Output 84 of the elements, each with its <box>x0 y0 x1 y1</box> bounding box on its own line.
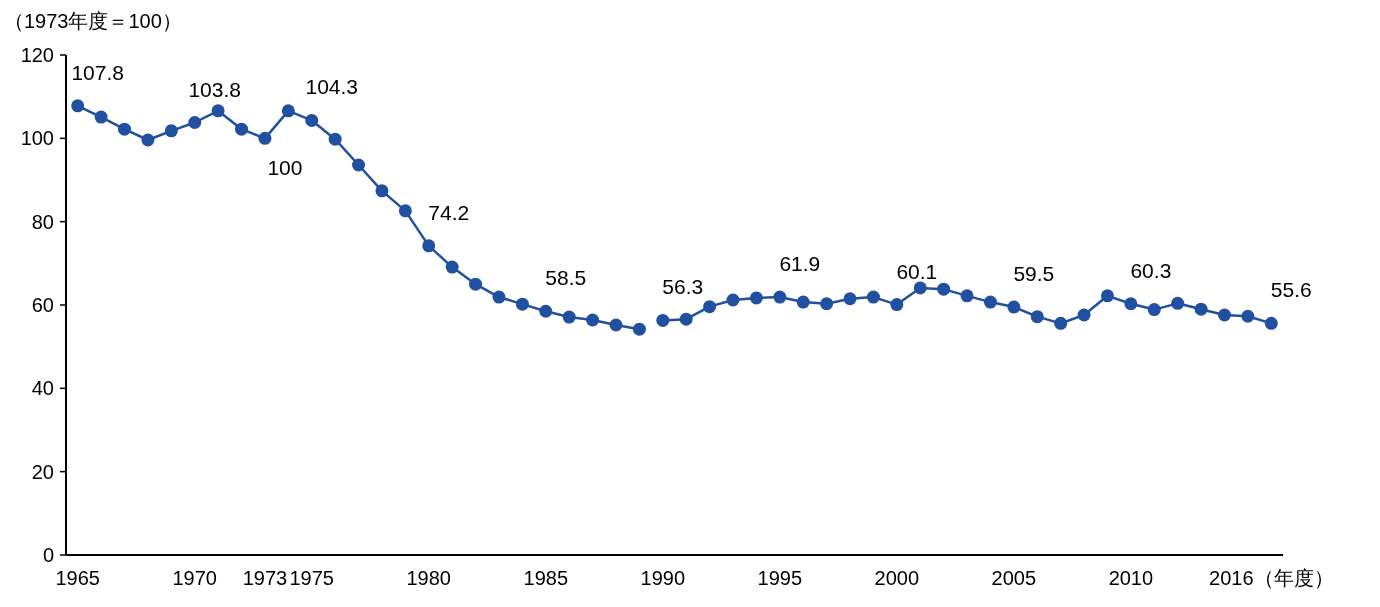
x-tick-label: 1990 <box>640 567 686 589</box>
point <box>235 122 249 136</box>
point <box>1124 297 1138 311</box>
x-tick-label: 2000 <box>874 567 920 589</box>
x-tick-label: 2010 <box>1108 567 1154 589</box>
point <box>703 300 717 314</box>
x-tick-label: 1970 <box>172 567 217 589</box>
data-label: 60.1 <box>896 259 938 283</box>
point <box>866 290 880 304</box>
point <box>913 281 927 295</box>
point <box>445 260 459 274</box>
point <box>1030 310 1044 324</box>
point <box>609 318 623 332</box>
y-tick-label: 20 <box>31 460 54 483</box>
y-tick-label: 0 <box>42 544 54 566</box>
point <box>71 99 85 113</box>
point <box>843 292 857 306</box>
x-tick-label: 1980 <box>406 567 452 589</box>
point <box>141 133 155 147</box>
point <box>211 104 225 118</box>
point <box>656 313 670 327</box>
point <box>94 110 108 124</box>
x-tick-label: 1975 <box>289 567 334 589</box>
x-tick-label: 1985 <box>523 567 569 589</box>
point <box>188 116 202 129</box>
point <box>281 104 295 118</box>
point <box>1077 308 1091 322</box>
y-tick-label: 80 <box>31 210 54 233</box>
data-label: 74.2 <box>428 200 470 224</box>
point <box>983 295 997 309</box>
point <box>375 184 389 198</box>
point <box>562 310 576 324</box>
point <box>960 289 974 303</box>
data-label: 55.6 <box>1270 278 1312 302</box>
point <box>398 204 412 218</box>
data-label: 59.5 <box>1013 262 1055 286</box>
point <box>726 293 740 307</box>
point <box>586 313 600 327</box>
point <box>679 312 693 326</box>
point <box>469 277 483 291</box>
point <box>1007 300 1021 314</box>
data-label: 60.3 <box>1130 258 1172 282</box>
data-label: 61.9 <box>779 252 821 276</box>
point <box>1217 308 1231 322</box>
point <box>352 158 366 172</box>
point <box>1100 289 1114 303</box>
point <box>515 297 529 311</box>
data-label: 58.5 <box>545 266 587 290</box>
point <box>632 322 646 336</box>
point <box>937 282 951 296</box>
x-tick-label: 2005 <box>991 567 1037 589</box>
point <box>1054 316 1068 330</box>
data-label: 107.8 <box>71 60 124 84</box>
point <box>749 291 763 305</box>
x-tick-label: 1995 <box>757 567 803 589</box>
y-axis-title: （1973年度＝100） <box>4 10 182 32</box>
data-label: 103.8 <box>188 77 241 101</box>
point <box>1171 296 1185 310</box>
point <box>118 122 132 136</box>
point <box>820 297 834 311</box>
y-tick-label: 60 <box>31 294 54 316</box>
data-label: 56.3 <box>662 275 704 299</box>
data-label: 100 <box>267 156 303 180</box>
point <box>1194 302 1208 316</box>
point <box>422 239 436 253</box>
x-tick-label: 1965 <box>55 567 100 589</box>
point <box>1147 303 1161 317</box>
point <box>492 290 506 304</box>
point <box>796 295 810 309</box>
y-tick-label: 100 <box>20 127 54 150</box>
data-label: 104.3 <box>305 75 359 99</box>
point <box>305 113 319 127</box>
point <box>1264 316 1278 330</box>
point <box>164 124 178 138</box>
point <box>328 132 342 146</box>
y-tick-label: 40 <box>31 377 54 400</box>
point <box>890 298 904 312</box>
point <box>258 131 272 145</box>
x-tick-label: 2016（年度） <box>1209 567 1334 589</box>
point <box>539 304 553 318</box>
y-tick-label: 120 <box>20 44 54 66</box>
x-tick-label: 1973 <box>242 567 288 589</box>
point <box>1241 309 1255 323</box>
point <box>773 290 787 304</box>
